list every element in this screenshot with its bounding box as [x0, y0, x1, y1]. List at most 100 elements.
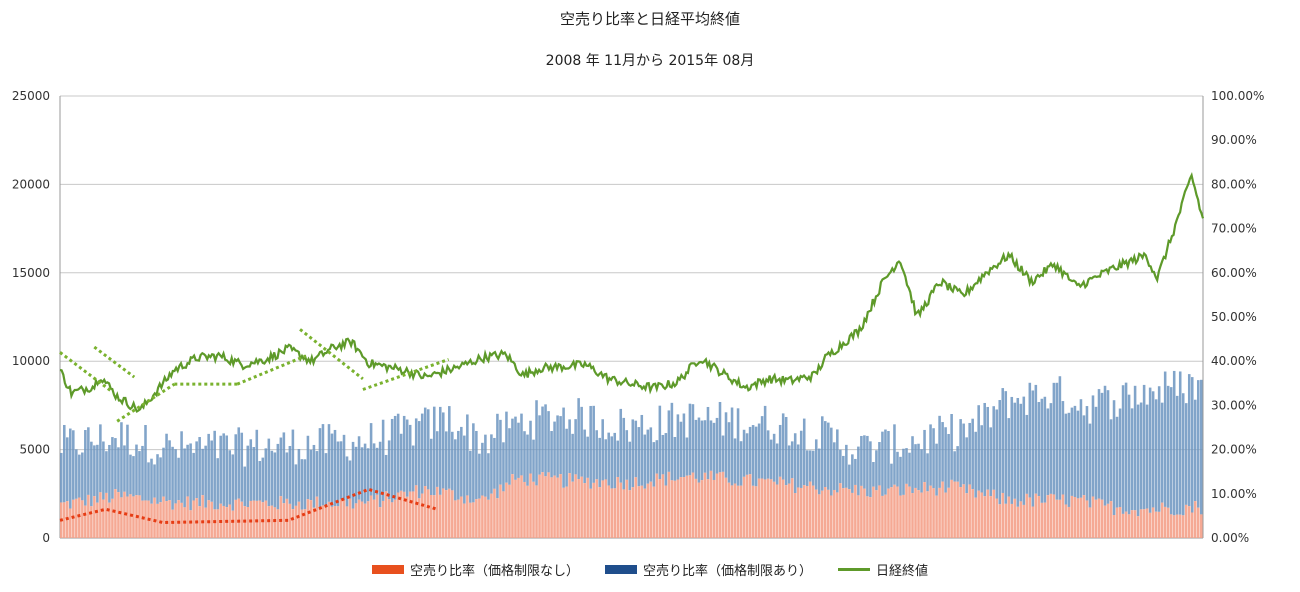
bar-nolimit	[279, 496, 283, 538]
bar-nolimit	[204, 507, 207, 538]
bar-limit	[902, 448, 905, 495]
bar-nolimit	[120, 497, 123, 538]
bar-limit	[297, 449, 301, 502]
bar-limit	[429, 438, 433, 495]
bar-limit	[805, 450, 809, 487]
bar-nolimit	[709, 470, 713, 538]
bar-nolimit	[956, 481, 959, 538]
bar-limit	[646, 429, 650, 484]
bar-limit	[691, 404, 695, 473]
bar-nolimit	[144, 500, 147, 538]
bar-nolimit	[571, 481, 574, 538]
bar-limit	[784, 416, 788, 486]
bar-nolimit	[661, 474, 665, 538]
bar-nolimit	[748, 474, 752, 538]
bar-nolimit	[562, 487, 565, 538]
bar-limit	[309, 449, 313, 501]
bar-nolimit	[469, 502, 472, 538]
bar-limit	[634, 420, 638, 478]
bar-nolimit	[1052, 494, 1056, 538]
bar-nolimit	[270, 505, 274, 538]
bar-limit	[718, 401, 722, 473]
bar-nolimit	[1058, 499, 1062, 538]
bar-nolimit	[763, 479, 767, 538]
bar-limit	[120, 422, 123, 498]
bar-limit	[793, 433, 797, 494]
bar-limit	[72, 430, 75, 500]
bar-limit	[129, 454, 132, 495]
bar-limit	[553, 421, 556, 476]
bar-nolimit	[1151, 507, 1155, 538]
bar-limit	[661, 434, 665, 475]
bar-nolimit	[1178, 514, 1182, 538]
bar-limit	[667, 410, 671, 472]
bar-limit	[604, 439, 607, 480]
bar-limit	[974, 431, 977, 498]
bar-nolimit	[165, 501, 168, 538]
bar-nolimit	[432, 495, 436, 538]
bar-limit	[108, 444, 111, 503]
bar-nolimit	[808, 481, 812, 538]
bar-nolimit	[881, 495, 884, 538]
bar-nolimit	[586, 477, 589, 538]
bar-limit	[715, 417, 719, 474]
bar-nolimit	[111, 498, 114, 538]
bar-limit	[225, 435, 228, 508]
bar-limit	[159, 457, 162, 503]
bar-nolimit	[941, 481, 944, 538]
bar-nolimit	[201, 495, 204, 538]
bar-nolimit	[357, 499, 361, 538]
bar-limit	[99, 424, 102, 493]
bar-nolimit	[670, 480, 674, 538]
bar-nolimit	[1043, 502, 1047, 538]
bar-limit	[535, 400, 538, 486]
bar-limit	[144, 425, 147, 501]
bar-nolimit	[493, 488, 496, 538]
bar-nolimit	[625, 479, 629, 538]
bar-limit	[839, 449, 842, 484]
bar-nolimit	[604, 479, 607, 538]
bar-limit	[126, 424, 129, 497]
bar-limit	[854, 458, 857, 485]
bar-limit	[712, 422, 716, 480]
bar-limit	[252, 447, 256, 501]
bar-nolimit	[360, 501, 364, 538]
bar-nolimit	[1013, 498, 1017, 538]
bar-limit	[526, 434, 529, 486]
bar-nolimit	[1046, 495, 1050, 538]
bar-limit	[965, 437, 968, 494]
bar-nolimit	[1184, 504, 1188, 538]
bar-nolimit	[90, 506, 93, 538]
bar-nolimit	[1124, 511, 1128, 538]
bar-limit	[875, 450, 878, 491]
bar-nolimit	[526, 485, 529, 538]
bar-limit	[848, 464, 851, 490]
bar-limit	[445, 431, 448, 491]
bar-limit	[754, 426, 758, 487]
bar-nolimit	[817, 494, 821, 538]
bar-nolimit	[649, 481, 653, 538]
bar-limit	[1013, 402, 1017, 499]
bar-nolimit	[508, 484, 511, 538]
bar-nolimit	[180, 502, 183, 538]
bar-nolimit	[366, 501, 370, 538]
bar-nolimit	[114, 489, 117, 538]
bar-limit	[357, 436, 361, 500]
bar-nolimit	[174, 503, 177, 538]
bar-limit	[1169, 387, 1173, 515]
bar-limit	[75, 449, 78, 499]
legend-item-limit: 空売り比率（価格制限あり）	[604, 560, 812, 579]
bar-limit	[420, 413, 424, 494]
bar-nolimit	[827, 489, 830, 538]
bar-limit	[135, 444, 138, 496]
bar-limit	[1178, 371, 1182, 515]
bar-limit	[911, 436, 914, 494]
bar-nolimit	[132, 496, 135, 538]
bar-limit	[1166, 385, 1170, 508]
bar-limit	[866, 435, 869, 497]
bar-nolimit	[658, 479, 662, 538]
bar-nolimit	[824, 486, 827, 538]
bar-nolimit	[989, 496, 992, 538]
bar-limit	[216, 458, 219, 510]
bar-nolimit	[285, 498, 289, 538]
